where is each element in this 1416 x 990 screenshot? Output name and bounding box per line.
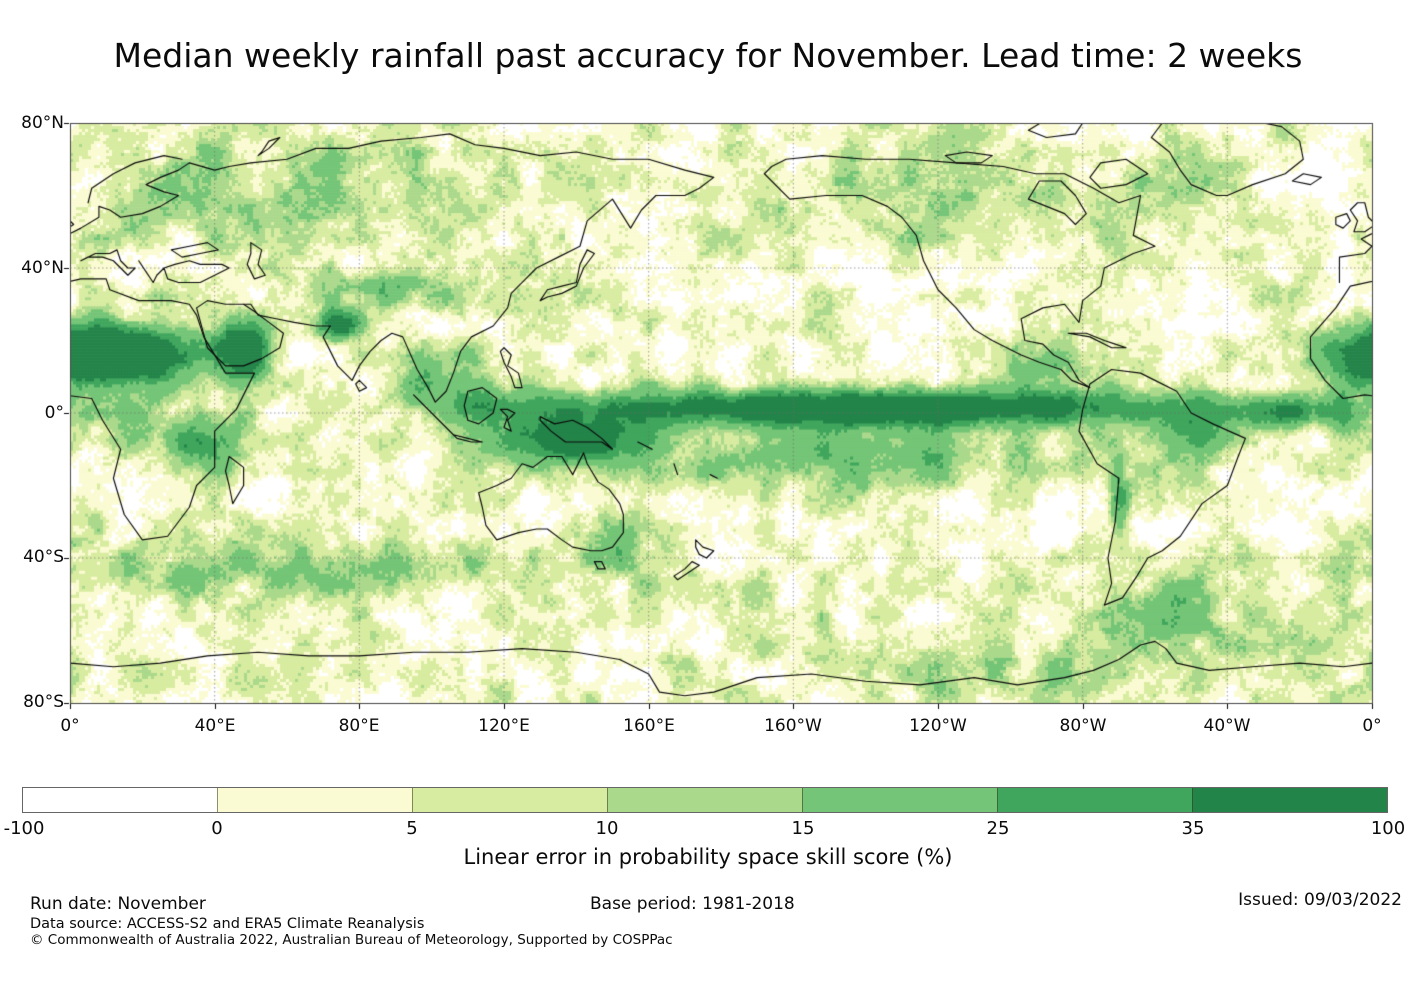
colorbar-segment <box>802 788 997 812</box>
lon-tick-label-160e: 160°E <box>623 716 675 736</box>
lon-tick-label-160w: 160°W <box>764 716 822 736</box>
lon-tick-label-80w: 80°W <box>1059 716 1107 736</box>
copyright-text: © Commonwealth of Australia 2022, Austra… <box>30 932 673 948</box>
colorbar-segment <box>23 788 217 812</box>
lon-tick-label-40w: 40°W <box>1203 716 1251 736</box>
colorbar-tick-label: 35 <box>1181 818 1205 839</box>
lat-tick-label-40n: 40°N <box>21 258 64 278</box>
colorbar-tick-label: 15 <box>791 818 815 839</box>
lat-tick-label-40s: 40°S <box>23 547 64 567</box>
lon-tick-label-80e: 80°E <box>338 716 380 736</box>
colorbar <box>22 787 1388 813</box>
data-source-text: Data source: ACCESS-S2 and ERA5 Climate … <box>30 916 425 932</box>
base-period-text: Base period: 1981-2018 <box>590 894 795 914</box>
lat-tick-label-0: 0° <box>44 403 64 423</box>
lon-tick-label-120w: 120°W <box>909 716 967 736</box>
lon-tick-label-120e: 120°E <box>478 716 530 736</box>
lat-tick-label-80n: 80°N <box>21 113 64 133</box>
colorbar-segment <box>217 788 412 812</box>
colorbar-tick-label: 100 <box>1370 818 1406 839</box>
lat-tick-label-80s: 80°S <box>23 692 64 712</box>
colorbar-tick-label: 0 <box>211 818 223 839</box>
run-date-text: Run date: November <box>30 894 206 914</box>
lon-tick-label-40e: 40°E <box>194 716 236 736</box>
colorbar-segment <box>607 788 802 812</box>
colorbar-tick-label: -100 <box>3 818 45 839</box>
colorbar-segment <box>1192 788 1387 812</box>
lon-tick-label-0w: 0° <box>1362 716 1382 736</box>
lon-tick-label-0e: 0° <box>60 716 80 736</box>
colorbar-tick-label: 25 <box>986 818 1010 839</box>
colorbar-tick-label: 10 <box>595 818 619 839</box>
colorbar-axis-label: Linear error in probability space skill … <box>463 845 953 869</box>
colorbar-segment <box>997 788 1192 812</box>
issued-date-text: Issued: 09/03/2022 <box>1238 890 1402 910</box>
colorbar-tick-label: 5 <box>406 818 418 839</box>
colorbar-segment <box>412 788 607 812</box>
